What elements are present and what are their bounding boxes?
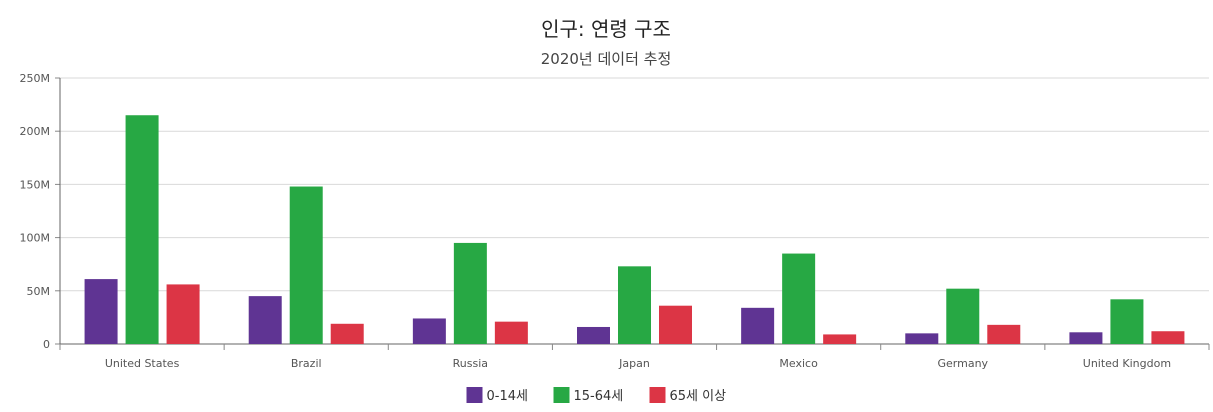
legend-swatch[interactable] — [649, 387, 666, 403]
bar[interactable] — [289, 186, 323, 344]
chart-title: 인구: 연령 구조 — [541, 17, 671, 41]
legend-swatch[interactable] — [466, 387, 483, 403]
bar[interactable] — [330, 323, 364, 344]
y-tick-label: 250M — [20, 72, 51, 85]
legend-swatch[interactable] — [553, 387, 570, 403]
bar[interactable] — [905, 333, 939, 344]
bar[interactable] — [494, 321, 528, 344]
x-tick-label: Brazil — [291, 357, 322, 370]
bar[interactable] — [166, 284, 200, 344]
y-tick-label: 100M — [20, 232, 51, 245]
bar[interactable] — [248, 296, 282, 344]
bars — [84, 115, 1185, 345]
bar[interactable] — [412, 318, 446, 344]
x-tick-label: United States — [105, 357, 180, 370]
bar[interactable] — [946, 288, 980, 344]
x-tick-label: Mexico — [779, 357, 818, 370]
bar[interactable] — [782, 253, 816, 344]
bar[interactable] — [84, 279, 118, 344]
x-tick-label: Germany — [938, 357, 989, 370]
gridlines — [60, 77, 1209, 292]
bar[interactable] — [1151, 331, 1185, 344]
y-tick-label: 200M — [20, 125, 51, 138]
legend-label[interactable]: 0-14세 — [487, 389, 528, 404]
legend-label[interactable]: 65세 이상 — [670, 389, 727, 404]
bar[interactable] — [659, 305, 692, 344]
legend[interactable]: 0-14세 15-64세 65세 이상 — [466, 387, 727, 404]
bar[interactable] — [577, 326, 610, 344]
x-tick-label: United Kingdom — [1083, 357, 1171, 370]
bar[interactable] — [453, 242, 487, 344]
bar[interactable] — [823, 334, 857, 344]
bar[interactable] — [741, 307, 775, 344]
chart-subtitle: 2020년 데이터 추정 — [541, 50, 672, 68]
bar[interactable] — [1069, 332, 1103, 344]
bar[interactable] — [618, 266, 651, 344]
x-tick-label: Russia — [453, 357, 488, 370]
y-tick-label: 50M — [27, 285, 51, 298]
y-tick-label: 150M — [20, 178, 51, 191]
bar[interactable] — [125, 115, 159, 345]
y-tick-label: 0 — [43, 338, 50, 351]
x-tick-label: Japan — [618, 357, 650, 370]
legend-label[interactable]: 15-64세 — [574, 389, 624, 404]
bar[interactable] — [1110, 299, 1144, 344]
bar[interactable] — [987, 324, 1021, 344]
